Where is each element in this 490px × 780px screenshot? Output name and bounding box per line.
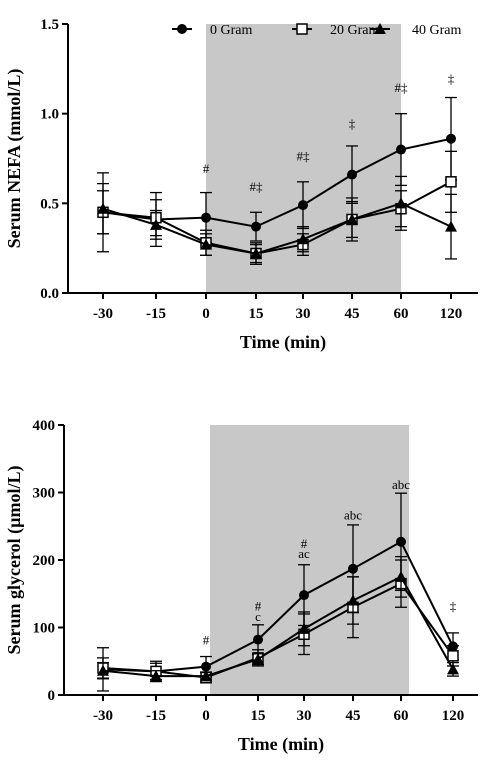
nefa-legend: 0 Gram 20 Gram 40 Gram bbox=[172, 23, 461, 38]
glycerol-annotation: abc bbox=[344, 508, 362, 523]
glycerol-x-tick-label: 15 bbox=[251, 708, 266, 724]
glycerol-point-triangle bbox=[447, 663, 459, 675]
nefa-y-tick-label: 1.5 bbox=[40, 17, 59, 33]
nefa-point-circle bbox=[396, 144, 406, 155]
glycerol-series-line-circle bbox=[102, 540, 454, 673]
glycerol-point-triangle bbox=[200, 670, 212, 682]
glycerol-point-triangle bbox=[298, 622, 310, 634]
nefa-point-circle bbox=[251, 221, 261, 232]
legend-label: 20 Gram bbox=[330, 23, 379, 38]
glycerol-x-tick-label: -30 bbox=[93, 708, 113, 724]
glycerol-x-tick-label: 60 bbox=[394, 708, 409, 724]
nefa-y-tick-label: 1.0 bbox=[40, 107, 59, 123]
nefa-y-tick-label: 0.5 bbox=[40, 196, 59, 212]
nefa-x-tick-label: 30 bbox=[296, 306, 311, 322]
legend-marker-triangle bbox=[374, 23, 386, 34]
glycerol-x-tick-label: -15 bbox=[146, 708, 166, 724]
glycerol-annotation: c bbox=[255, 609, 261, 624]
nefa-x-tick-label: 0 bbox=[202, 306, 210, 322]
glycerol-y-tick-label: 100 bbox=[33, 621, 56, 637]
nefa-annotation: # bbox=[203, 161, 210, 176]
glycerol-point-circle bbox=[201, 661, 211, 672]
legend-label: 40 Gram bbox=[412, 23, 461, 38]
glycerol-annotation: ‡ bbox=[450, 599, 457, 614]
glycerol-x-tick-label: 120 bbox=[442, 708, 465, 724]
nefa-chart: 0.0 0.5 1.0 1.5 -30 -15 0 15 30 45 60 120 Time (min)… bbox=[4, 17, 478, 353]
glycerol-x-tick-label: 30 bbox=[297, 708, 312, 724]
nefa-x-tick-label: 15 bbox=[249, 306, 264, 322]
glycerol-shaded-region bbox=[210, 425, 409, 695]
nefa-point-circle bbox=[201, 212, 211, 223]
nefa-annotation: ‡ bbox=[349, 116, 356, 131]
glycerol-y-tick-label: 300 bbox=[33, 486, 56, 502]
glycerol-point-triangle bbox=[150, 670, 162, 682]
glycerol-y-tick-label: 0 bbox=[48, 688, 56, 704]
glycerol-x-axis-label: Time (min) bbox=[238, 734, 324, 755]
glycerol-point-triangle bbox=[97, 664, 109, 676]
nefa-x-tick-label: 120 bbox=[440, 306, 463, 322]
nefa-point-square bbox=[445, 176, 457, 188]
nefa-annotation: #‡ bbox=[250, 179, 264, 194]
nefa-point-triangle bbox=[150, 218, 162, 230]
glycerol-chart: 0 100 200 300 400 -30 -15 0 15 30 45 60 120 Time (min… bbox=[4, 418, 478, 755]
nefa-annotation: #‡ bbox=[297, 148, 311, 163]
glycerol-point-triangle bbox=[252, 653, 264, 665]
legend-marker-square bbox=[296, 23, 308, 35]
glycerol-annotation: abc bbox=[392, 477, 410, 492]
nefa-series-line-triangle bbox=[102, 202, 452, 255]
glycerol-y-tick-label: 200 bbox=[33, 553, 56, 569]
nefa-point-triangle bbox=[200, 238, 212, 250]
glycerol-annotation: ac bbox=[298, 546, 310, 561]
glycerol-series-line-triangle bbox=[102, 575, 454, 678]
glycerol-y-tick-label: 400 bbox=[33, 418, 56, 434]
nefa-point-triangle bbox=[250, 247, 262, 259]
nefa-series-line-circle bbox=[102, 137, 452, 228]
legend-label: 0 Gram bbox=[210, 23, 252, 38]
legend-marker-circle bbox=[177, 24, 187, 34]
nefa-point-triangle bbox=[297, 233, 309, 245]
glycerol-point-triangle bbox=[395, 570, 407, 582]
nefa-x-tick-label: -30 bbox=[93, 306, 113, 322]
nefa-x-tick-label: 60 bbox=[394, 306, 409, 322]
nefa-series-line-square bbox=[102, 180, 452, 255]
nefa-point-triangle bbox=[445, 220, 457, 232]
glycerol-annotation: # bbox=[301, 536, 308, 551]
glycerol-point-square bbox=[447, 650, 459, 662]
glycerol-point-circle bbox=[253, 634, 263, 645]
glycerol-x-tick-label: 0 bbox=[202, 708, 210, 724]
nefa-x-tick-label: 45 bbox=[345, 306, 360, 322]
glycerol-x-tick-label: 45 bbox=[346, 708, 361, 724]
nefa-point-triangle bbox=[395, 197, 407, 209]
nefa-annotation: #‡ bbox=[395, 80, 409, 95]
nefa-point-triangle bbox=[346, 213, 358, 225]
glycerol-annotation: # bbox=[255, 599, 262, 614]
nefa-point-circle bbox=[298, 200, 308, 211]
nefa-y-axis-label: Serum NEFA (mmol/L) bbox=[4, 69, 25, 249]
glycerol-y-axis-label: Serum glycerol (µmol/L) bbox=[4, 465, 25, 654]
nefa-y-tick-label: 0.0 bbox=[40, 286, 59, 302]
nefa-point-circle bbox=[347, 169, 357, 180]
glycerol-point-circle bbox=[348, 563, 358, 574]
nefa-point-triangle bbox=[97, 202, 109, 214]
nefa-x-tick-label: -15 bbox=[146, 306, 166, 322]
glycerol-point-circle bbox=[396, 536, 406, 547]
nefa-annotation: ‡ bbox=[448, 71, 455, 86]
glycerol-series-line-square bbox=[102, 582, 454, 679]
glycerol-annotation: # bbox=[203, 632, 210, 647]
glycerol-point-triangle bbox=[347, 594, 359, 606]
nefa-point-circle bbox=[446, 133, 456, 144]
nefa-x-axis-label: Time (min) bbox=[240, 332, 326, 353]
glycerol-point-circle bbox=[299, 590, 309, 601]
